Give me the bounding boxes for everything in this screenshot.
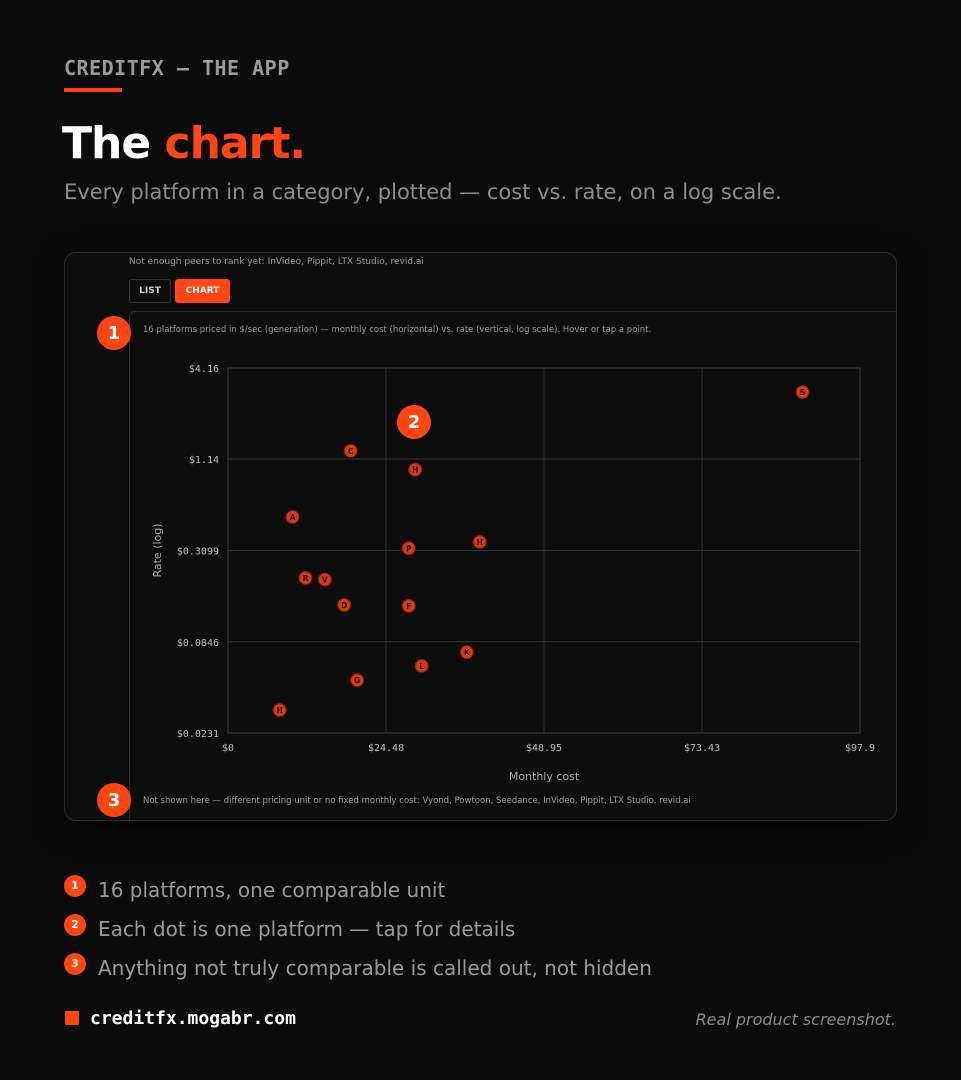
highlight-text: Each dot is one platform — tap for detai…: [98, 916, 516, 941]
footer-note: Real product screenshot.: [695, 1010, 896, 1029]
data-point[interactable]: [459, 645, 474, 660]
data-point-label: D: [341, 601, 347, 610]
highlight-item: 2 Each dot is one platform — tap for det…: [64, 909, 894, 948]
y-axis-label: Rate (log): [151, 523, 164, 577]
data-point[interactable]: [350, 673, 365, 688]
x-axis-label: Monthly cost: [509, 770, 580, 783]
chart-view-tab[interactable]: CHART: [175, 279, 230, 303]
scatter-chart: $0 $24.48 $48.95 $73.43 $97.9 $4.16 $1.14 $0.30…: [151, 364, 875, 783]
title-lead: The: [62, 118, 151, 169]
eyebrow-underline: [64, 88, 122, 92]
data-point-label: H: [477, 538, 483, 547]
page-subtitle: Every platform in a category, plotted — …: [64, 180, 782, 204]
plot-frame: [227, 367, 861, 734]
data-point[interactable]: [795, 385, 810, 400]
highlight-text: Anything not truly comparable is called …: [98, 955, 652, 980]
callout-badge-2: 2: [397, 405, 431, 439]
highlight-item: 3 Anything not truly comparable is calle…: [64, 948, 894, 987]
data-point[interactable]: [337, 597, 352, 612]
callout-badge-3: 3: [97, 783, 131, 817]
x-tick-label: $48.95: [526, 743, 562, 754]
x-tick-label: $24.48: [368, 743, 404, 754]
x-tick-label: $97.9: [845, 743, 875, 754]
y-tick-label: $1.14: [189, 455, 219, 466]
app-screenshot-card: Not enough peers to rank yet: InVideo, P…: [64, 252, 897, 821]
data-point-label: P: [406, 544, 412, 553]
data-point[interactable]: [401, 598, 416, 613]
callout-badge-1: 1: [97, 316, 131, 350]
peer-notice: Not enough peers to rank yet: InVideo, P…: [129, 257, 424, 267]
highlight-text: 16 platforms, one comparable unit: [98, 877, 446, 902]
y-tick-label: $0.3099: [177, 547, 219, 558]
chart-caption: 16 platforms priced in $/sec (generation…: [143, 325, 652, 335]
data-point[interactable]: [272, 703, 287, 718]
y-tick-label: $0.0231: [177, 729, 219, 740]
y-tick-label: $0.0846: [177, 638, 219, 649]
data-point[interactable]: [472, 534, 487, 549]
x-tick-label: $0: [222, 743, 234, 754]
data-point-label: C: [348, 447, 354, 456]
excluded-platforms-note: Not shown here — different pricing unit …: [143, 796, 691, 806]
data-point[interactable]: [414, 658, 429, 673]
data-point-label: K: [464, 648, 471, 657]
highlight-number: 1: [64, 874, 86, 897]
eyebrow-label: CREDITFX — THE APP: [64, 56, 290, 80]
chart-panel: 16 platforms priced in $/sec (generation…: [129, 311, 896, 820]
site-url[interactable]: creditfx.mogabr.com: [90, 1008, 296, 1029]
highlights-list: 1 16 platforms, one comparable unit 2 Ea…: [64, 870, 894, 987]
data-point-label: R: [303, 574, 309, 583]
x-tick-label: $73.43: [684, 743, 720, 754]
data-point[interactable]: [285, 509, 300, 524]
brand-square-icon: [65, 1011, 79, 1025]
highlight-number: 2: [64, 913, 86, 936]
y-tick-label: $4.16: [189, 364, 219, 375]
title-accent: chart.: [164, 118, 307, 169]
data-point-label: H: [277, 706, 283, 715]
data-point-label: A: [290, 513, 296, 522]
data-point-label: H: [412, 466, 418, 475]
data-point-label: V: [322, 576, 328, 585]
data-point-label: F: [406, 602, 411, 611]
data-point[interactable]: [298, 570, 313, 585]
data-point[interactable]: [401, 541, 416, 556]
page-title: The chart.: [62, 118, 307, 169]
data-point-label: L: [419, 662, 424, 671]
list-view-tab[interactable]: LIST: [129, 279, 171, 303]
highlight-number: 3: [64, 952, 86, 975]
highlight-item: 1 16 platforms, one comparable unit: [64, 870, 894, 909]
data-point[interactable]: [343, 443, 358, 458]
data-point[interactable]: [408, 462, 423, 477]
data-point-label: G: [354, 676, 360, 685]
data-point-label: S: [800, 388, 805, 397]
data-point[interactable]: [317, 572, 332, 587]
